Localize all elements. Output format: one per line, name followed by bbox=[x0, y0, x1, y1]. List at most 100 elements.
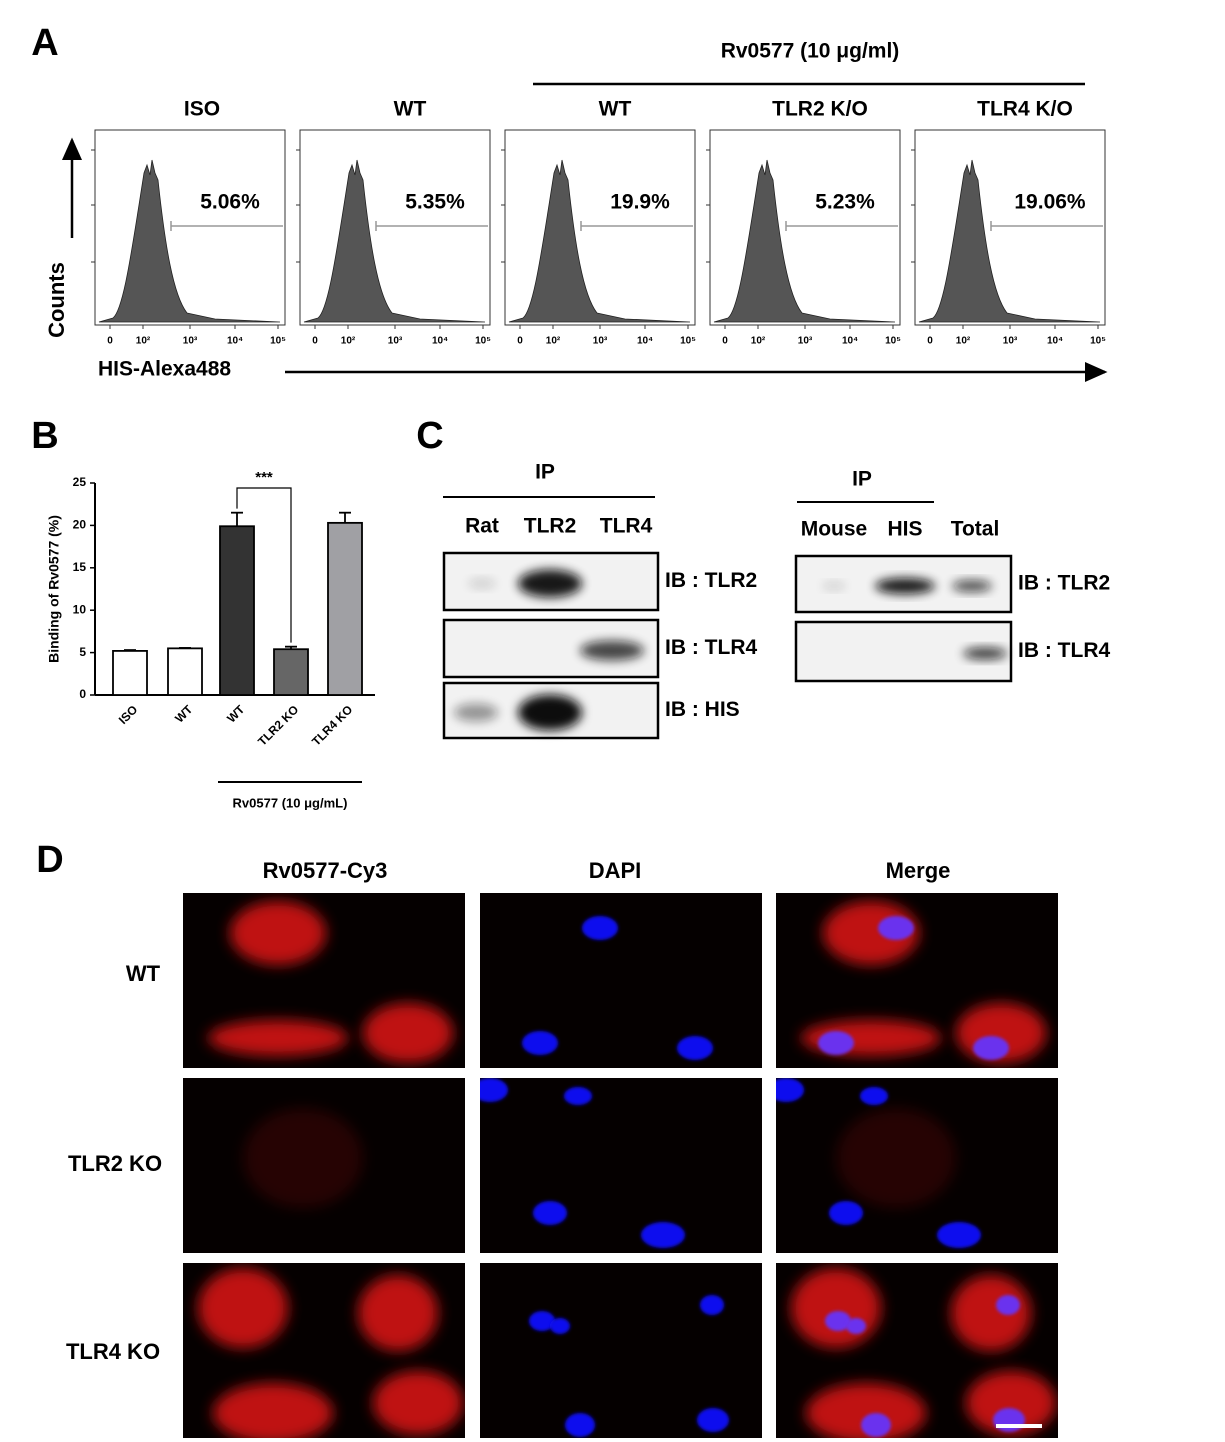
micrograph bbox=[480, 1263, 762, 1438]
nucleus bbox=[996, 1295, 1020, 1315]
red-signal bbox=[208, 1020, 348, 1056]
nucleus bbox=[565, 1413, 595, 1437]
red-signal bbox=[806, 1383, 926, 1438]
nucleus bbox=[533, 1201, 567, 1225]
panel-label: C bbox=[416, 415, 443, 457]
row-label: TLR2 KO bbox=[68, 1151, 162, 1176]
x-tick-label: WT bbox=[172, 702, 196, 726]
x-tick-label: TLR4 KO bbox=[309, 702, 355, 748]
column-header: DAPI bbox=[589, 858, 642, 883]
nucleus bbox=[522, 1031, 558, 1055]
band bbox=[580, 640, 644, 661]
nucleus bbox=[993, 1408, 1025, 1432]
panel-label: D bbox=[36, 839, 63, 881]
histogram bbox=[303, 159, 486, 323]
y-tick-label: 10 bbox=[73, 602, 87, 616]
lane-label: Rat bbox=[465, 515, 499, 538]
ip-label: IP bbox=[535, 461, 555, 484]
image-content bbox=[776, 1078, 981, 1248]
bar bbox=[273, 648, 309, 696]
x-tick-label: 10³ bbox=[798, 336, 813, 347]
band bbox=[875, 578, 935, 594]
nucleus bbox=[529, 1311, 555, 1331]
x-tick-label: 10² bbox=[751, 336, 766, 347]
lane-label: HIS bbox=[887, 518, 922, 541]
image-bg bbox=[480, 1078, 762, 1253]
bar bbox=[112, 650, 148, 696]
micrograph bbox=[183, 1078, 465, 1253]
x-tick-label: 10⁴ bbox=[432, 336, 448, 347]
blot-label: IB : TLR2 bbox=[665, 569, 757, 592]
sample-title: ISO bbox=[184, 98, 220, 121]
gate-percent: 5.35% bbox=[405, 191, 465, 214]
x-tick-label: 10² bbox=[956, 336, 971, 347]
histogram bbox=[918, 159, 1101, 323]
significance-bracket bbox=[236, 487, 292, 643]
nucleus bbox=[818, 1031, 854, 1055]
x-tick-label: 10⁵ bbox=[270, 336, 286, 347]
treatment-label: Rv0577 (10 μg/ml) bbox=[721, 40, 900, 63]
nucleus bbox=[480, 1078, 508, 1102]
y-axis-label: Counts bbox=[44, 262, 69, 338]
significance-label: *** bbox=[255, 469, 273, 486]
nucleus bbox=[829, 1201, 863, 1225]
x-tick-label: 10² bbox=[341, 336, 356, 347]
red-signal bbox=[198, 1268, 288, 1348]
x-tick-label: 10³ bbox=[1003, 336, 1018, 347]
red-signal bbox=[243, 1108, 363, 1208]
blot-label: IB : TLR4 bbox=[665, 636, 757, 659]
x-tick-label: 0 bbox=[312, 336, 318, 347]
histogram bbox=[713, 159, 896, 323]
band bbox=[468, 578, 496, 589]
x-tick-label: 10² bbox=[136, 336, 151, 347]
x-axis-label: HIS-Alexa488 bbox=[98, 358, 231, 381]
x-tick-label: 10³ bbox=[388, 336, 403, 347]
nucleus bbox=[825, 1311, 851, 1331]
image-content bbox=[243, 1108, 363, 1208]
y-tick-label: 0 bbox=[79, 687, 86, 701]
x-tick-label: 10⁴ bbox=[842, 336, 858, 347]
x-tick-label: TLR2 KO bbox=[255, 702, 301, 748]
y-tick-label: 15 bbox=[73, 560, 87, 574]
band bbox=[822, 582, 846, 590]
red-signal bbox=[213, 1383, 333, 1438]
histogram bbox=[98, 159, 281, 323]
image-content bbox=[480, 1078, 685, 1248]
band bbox=[518, 694, 582, 731]
micrograph bbox=[776, 1078, 1058, 1253]
histogram bbox=[508, 159, 691, 323]
image-content bbox=[801, 901, 1046, 1063]
sample-title: TLR4 K/O bbox=[977, 98, 1073, 121]
band bbox=[952, 580, 992, 592]
nucleus bbox=[641, 1222, 685, 1248]
x-tick-label: 0 bbox=[107, 336, 113, 347]
band bbox=[454, 703, 498, 722]
nucleus bbox=[846, 1318, 866, 1334]
x-tick-label: 10⁴ bbox=[227, 336, 243, 347]
nucleus bbox=[878, 916, 914, 940]
y-tick-label: 20 bbox=[73, 518, 87, 532]
nucleus bbox=[677, 1036, 713, 1060]
blot-label: IB : TLR2 bbox=[1018, 572, 1110, 595]
image-content bbox=[529, 1295, 729, 1437]
x-tick-label: 10⁵ bbox=[1090, 336, 1106, 347]
red-signal bbox=[966, 1371, 1056, 1435]
nucleus bbox=[973, 1036, 1009, 1060]
x-tick-label: 10³ bbox=[593, 336, 608, 347]
red-signal bbox=[836, 1108, 956, 1208]
band bbox=[518, 569, 582, 598]
sample-title: WT bbox=[394, 98, 427, 121]
red-signal bbox=[363, 1003, 453, 1063]
y-tick-label: 5 bbox=[79, 645, 86, 659]
lane-label: Total bbox=[951, 518, 1000, 541]
gate-percent: 5.06% bbox=[200, 191, 260, 214]
gate-percent: 5.23% bbox=[815, 191, 875, 214]
micrograph bbox=[776, 893, 1058, 1068]
nucleus bbox=[700, 1295, 724, 1315]
panel-label: B bbox=[31, 415, 58, 457]
nucleus bbox=[937, 1222, 981, 1248]
column-header: Merge bbox=[886, 858, 951, 883]
x-tick-label: 10⁵ bbox=[885, 336, 901, 347]
x-tick-label: ISO bbox=[116, 702, 141, 727]
x-tick-label: 0 bbox=[927, 336, 933, 347]
